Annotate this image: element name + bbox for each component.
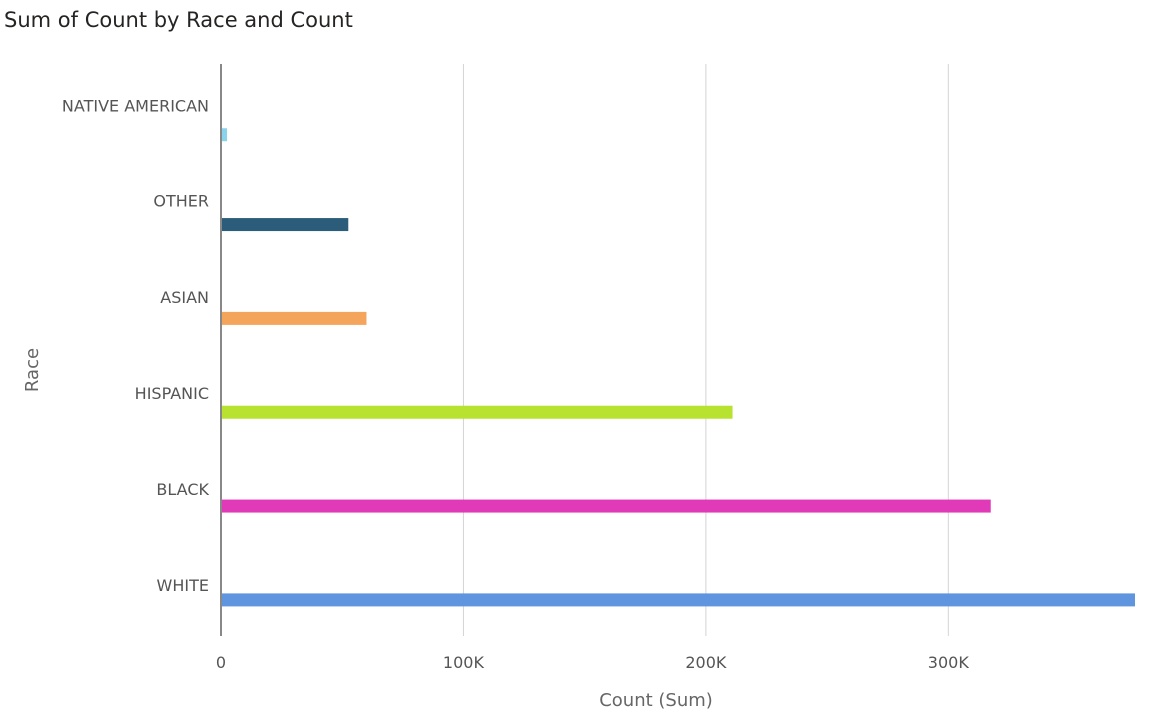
bar[interactable]	[221, 593, 1135, 607]
category-label: OTHER	[153, 192, 209, 211]
x-tick-label: 100K	[443, 653, 485, 672]
x-tick-label: 0	[216, 653, 226, 672]
bar[interactable]	[221, 311, 367, 325]
bar[interactable]	[221, 499, 991, 513]
category-label: WHITE	[157, 576, 209, 595]
x-tick-label: 200K	[685, 653, 727, 672]
category-label: HISPANIC	[135, 384, 209, 403]
category-labels: NATIVE AMERICAN OTHER ASIAN HISPANIC BLACK WH…	[62, 96, 210, 595]
x-tick-labels: 0 100K 200K 300K	[216, 653, 969, 672]
category-label: NATIVE AMERICAN	[62, 96, 209, 115]
x-tick-label: 300K	[928, 653, 970, 672]
gridlines	[462, 64, 949, 636]
bar[interactable]	[221, 218, 349, 232]
bars	[221, 128, 1135, 607]
chart-title: Sum of Count by Race and Count	[4, 8, 353, 32]
bar[interactable]	[221, 128, 228, 142]
x-axis-title: Count (Sum)	[599, 690, 713, 711]
bar[interactable]	[221, 405, 733, 419]
category-label: ASIAN	[160, 288, 209, 307]
y-axis-title: Race	[22, 348, 43, 392]
category-label: BLACK	[156, 480, 209, 499]
